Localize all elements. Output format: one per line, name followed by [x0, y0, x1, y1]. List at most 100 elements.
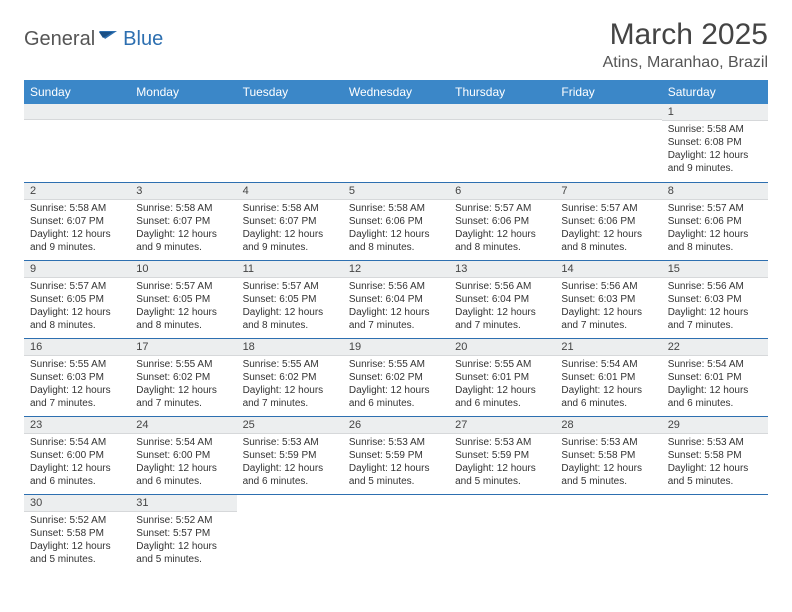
blank-day-header: [130, 104, 236, 120]
logo-text-blue: Blue: [123, 28, 163, 51]
calendar-cell: 13Sunrise: 5:56 AMSunset: 6:04 PMDayligh…: [449, 260, 555, 338]
calendar-cell: [237, 104, 343, 182]
calendar-cell: 3Sunrise: 5:58 AMSunset: 6:07 PMDaylight…: [130, 182, 236, 260]
blank-day-header: [449, 104, 555, 120]
weekday-header-row: Sunday Monday Tuesday Wednesday Thursday…: [24, 80, 768, 104]
day-details: Sunrise: 5:58 AMSunset: 6:07 PMDaylight:…: [24, 200, 130, 258]
day-details: Sunrise: 5:58 AMSunset: 6:06 PMDaylight:…: [343, 200, 449, 258]
calendar-cell: 4Sunrise: 5:58 AMSunset: 6:07 PMDaylight…: [237, 182, 343, 260]
weekday-wednesday: Wednesday: [343, 80, 449, 104]
day-details: Sunrise: 5:55 AMSunset: 6:02 PMDaylight:…: [237, 356, 343, 414]
day-details: Sunrise: 5:54 AMSunset: 6:01 PMDaylight:…: [555, 356, 661, 414]
day-details: Sunrise: 5:54 AMSunset: 6:00 PMDaylight:…: [24, 434, 130, 492]
day-number: 23: [24, 417, 130, 434]
day-details: Sunrise: 5:55 AMSunset: 6:02 PMDaylight:…: [130, 356, 236, 414]
calendar-cell: [343, 494, 449, 572]
day-details: Sunrise: 5:55 AMSunset: 6:02 PMDaylight:…: [343, 356, 449, 414]
calendar-cell: 17Sunrise: 5:55 AMSunset: 6:02 PMDayligh…: [130, 338, 236, 416]
day-details: Sunrise: 5:58 AMSunset: 6:08 PMDaylight:…: [662, 121, 768, 179]
day-details: Sunrise: 5:57 AMSunset: 6:05 PMDaylight:…: [237, 278, 343, 336]
calendar-cell: 18Sunrise: 5:55 AMSunset: 6:02 PMDayligh…: [237, 338, 343, 416]
calendar-row: 9Sunrise: 5:57 AMSunset: 6:05 PMDaylight…: [24, 260, 768, 338]
logo-text-general: General: [24, 28, 95, 51]
calendar-cell: [449, 104, 555, 182]
calendar-cell: 26Sunrise: 5:53 AMSunset: 5:59 PMDayligh…: [343, 416, 449, 494]
day-number: 4: [237, 183, 343, 200]
calendar-cell: 15Sunrise: 5:56 AMSunset: 6:03 PMDayligh…: [662, 260, 768, 338]
calendar-cell: 1Sunrise: 5:58 AMSunset: 6:08 PMDaylight…: [662, 104, 768, 182]
calendar-cell: [343, 104, 449, 182]
day-details: Sunrise: 5:57 AMSunset: 6:05 PMDaylight:…: [130, 278, 236, 336]
day-number: 18: [237, 339, 343, 356]
calendar-cell: 16Sunrise: 5:55 AMSunset: 6:03 PMDayligh…: [24, 338, 130, 416]
calendar-cell: 2Sunrise: 5:58 AMSunset: 6:07 PMDaylight…: [24, 182, 130, 260]
day-details: Sunrise: 5:52 AMSunset: 5:57 PMDaylight:…: [130, 512, 236, 570]
day-details: Sunrise: 5:53 AMSunset: 5:58 PMDaylight:…: [662, 434, 768, 492]
day-number: 17: [130, 339, 236, 356]
flag-icon: [99, 29, 121, 50]
calendar-cell: 24Sunrise: 5:54 AMSunset: 6:00 PMDayligh…: [130, 416, 236, 494]
weekday-sunday: Sunday: [24, 80, 130, 104]
blank-day-header: [343, 104, 449, 120]
calendar-row: 30Sunrise: 5:52 AMSunset: 5:58 PMDayligh…: [24, 494, 768, 572]
day-number: 21: [555, 339, 661, 356]
calendar-row: 16Sunrise: 5:55 AMSunset: 6:03 PMDayligh…: [24, 338, 768, 416]
calendar-cell: [555, 104, 661, 182]
calendar-cell: 5Sunrise: 5:58 AMSunset: 6:06 PMDaylight…: [343, 182, 449, 260]
day-number: 25: [237, 417, 343, 434]
day-number: 13: [449, 261, 555, 278]
day-number: 28: [555, 417, 661, 434]
calendar-cell: 29Sunrise: 5:53 AMSunset: 5:58 PMDayligh…: [662, 416, 768, 494]
blank-day-header: [555, 104, 661, 120]
logo: General Blue: [24, 18, 163, 51]
day-details: Sunrise: 5:54 AMSunset: 6:00 PMDaylight:…: [130, 434, 236, 492]
weekday-tuesday: Tuesday: [237, 80, 343, 104]
day-details: Sunrise: 5:55 AMSunset: 6:03 PMDaylight:…: [24, 356, 130, 414]
day-number: 24: [130, 417, 236, 434]
day-number: 31: [130, 495, 236, 512]
calendar-cell: 12Sunrise: 5:56 AMSunset: 6:04 PMDayligh…: [343, 260, 449, 338]
calendar-cell: 19Sunrise: 5:55 AMSunset: 6:02 PMDayligh…: [343, 338, 449, 416]
location: Atins, Maranhao, Brazil: [603, 54, 768, 72]
weekday-friday: Friday: [555, 80, 661, 104]
calendar: Sunday Monday Tuesday Wednesday Thursday…: [24, 80, 768, 572]
calendar-cell: 10Sunrise: 5:57 AMSunset: 6:05 PMDayligh…: [130, 260, 236, 338]
day-details: Sunrise: 5:57 AMSunset: 6:06 PMDaylight:…: [555, 200, 661, 258]
day-details: Sunrise: 5:53 AMSunset: 5:58 PMDaylight:…: [555, 434, 661, 492]
calendar-cell: [24, 104, 130, 182]
day-number: 7: [555, 183, 661, 200]
day-details: Sunrise: 5:53 AMSunset: 5:59 PMDaylight:…: [237, 434, 343, 492]
calendar-cell: [130, 104, 236, 182]
calendar-cell: 31Sunrise: 5:52 AMSunset: 5:57 PMDayligh…: [130, 494, 236, 572]
day-number: 11: [237, 261, 343, 278]
calendar-cell: 8Sunrise: 5:57 AMSunset: 6:06 PMDaylight…: [662, 182, 768, 260]
day-details: Sunrise: 5:58 AMSunset: 6:07 PMDaylight:…: [237, 200, 343, 258]
day-details: Sunrise: 5:52 AMSunset: 5:58 PMDaylight:…: [24, 512, 130, 570]
weekday-thursday: Thursday: [449, 80, 555, 104]
day-number: 30: [24, 495, 130, 512]
calendar-cell: 7Sunrise: 5:57 AMSunset: 6:06 PMDaylight…: [555, 182, 661, 260]
day-details: Sunrise: 5:56 AMSunset: 6:03 PMDaylight:…: [662, 278, 768, 336]
day-details: Sunrise: 5:53 AMSunset: 5:59 PMDaylight:…: [449, 434, 555, 492]
day-number: 15: [662, 261, 768, 278]
blank-day-header: [237, 104, 343, 120]
calendar-cell: 9Sunrise: 5:57 AMSunset: 6:05 PMDaylight…: [24, 260, 130, 338]
calendar-cell: 6Sunrise: 5:57 AMSunset: 6:06 PMDaylight…: [449, 182, 555, 260]
day-number: 12: [343, 261, 449, 278]
calendar-row: 23Sunrise: 5:54 AMSunset: 6:00 PMDayligh…: [24, 416, 768, 494]
day-number: 6: [449, 183, 555, 200]
weekday-saturday: Saturday: [662, 80, 768, 104]
calendar-cell: [555, 494, 661, 572]
day-details: Sunrise: 5:56 AMSunset: 6:03 PMDaylight:…: [555, 278, 661, 336]
calendar-cell: 14Sunrise: 5:56 AMSunset: 6:03 PMDayligh…: [555, 260, 661, 338]
title-block: March 2025 Atins, Maranhao, Brazil: [603, 18, 768, 72]
day-details: Sunrise: 5:54 AMSunset: 6:01 PMDaylight:…: [662, 356, 768, 414]
weekday-monday: Monday: [130, 80, 236, 104]
day-number: 19: [343, 339, 449, 356]
day-number: 16: [24, 339, 130, 356]
calendar-cell: 28Sunrise: 5:53 AMSunset: 5:58 PMDayligh…: [555, 416, 661, 494]
calendar-cell: [237, 494, 343, 572]
calendar-cell: 20Sunrise: 5:55 AMSunset: 6:01 PMDayligh…: [449, 338, 555, 416]
calendar-cell: 27Sunrise: 5:53 AMSunset: 5:59 PMDayligh…: [449, 416, 555, 494]
calendar-cell: 25Sunrise: 5:53 AMSunset: 5:59 PMDayligh…: [237, 416, 343, 494]
